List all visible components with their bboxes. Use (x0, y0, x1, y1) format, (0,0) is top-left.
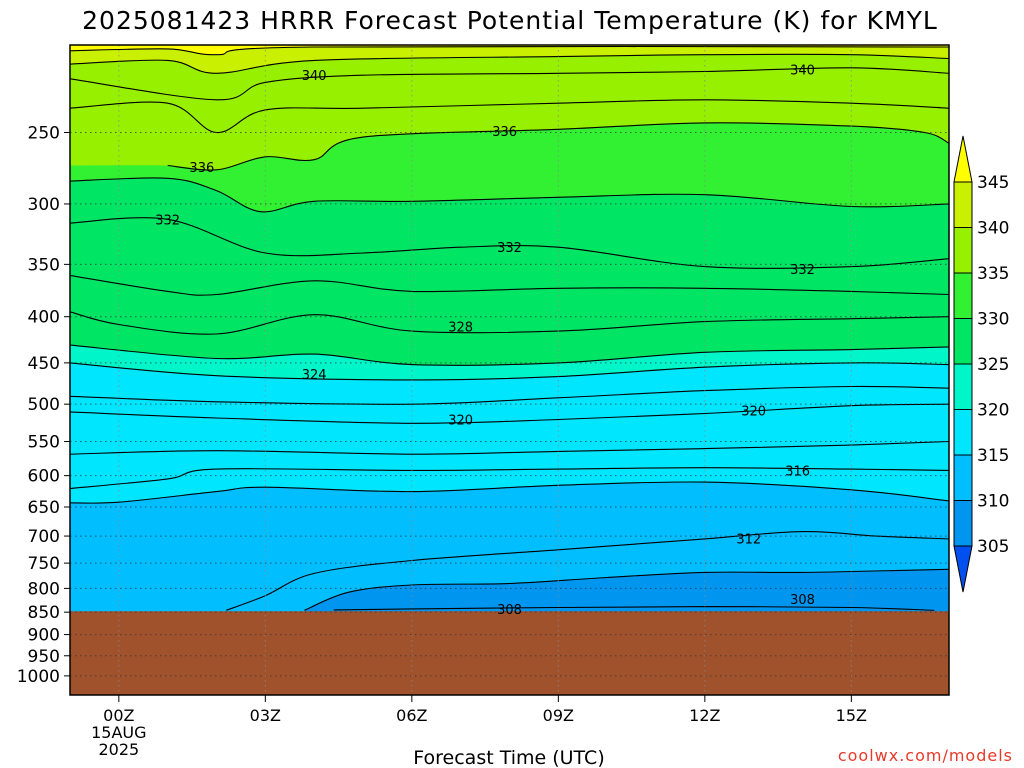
isentrope-330 (70, 274, 949, 296)
chart-title: 2025081423 HRRR Forecast Potential Tempe… (82, 6, 938, 35)
band-345-350 (70, 45, 949, 55)
colorbar-label-335: 335 (977, 264, 1009, 284)
contour-label-312: 312 (736, 532, 761, 547)
x-tick-label-12Z: 12Z (689, 706, 720, 725)
contour-label-332: 332 (155, 213, 180, 228)
colorbar-swatch (953, 363, 973, 410)
colorbar-swatch (953, 318, 973, 365)
band-335-340 (70, 45, 949, 171)
y-tick-label-650: 650 (28, 498, 60, 518)
y-tick-label-500: 500 (28, 395, 60, 415)
isentrope-326 (70, 344, 949, 366)
colorbar-swatch (953, 409, 973, 456)
y-tick-label-850: 850 (28, 603, 60, 623)
isentrope-316 (70, 467, 949, 490)
contour-label-308: 308 (497, 603, 522, 618)
plot-area: 340 340 336 336 332 332 332 328 324 320 320 316 312 3… (69, 44, 950, 696)
y-tick-label-900: 900 (28, 626, 60, 646)
x-tick-year: 2025 (98, 740, 139, 759)
contour-label-336: 336 (492, 125, 517, 140)
isentrope-308 (333, 606, 935, 611)
y-tick-label-1000: 1000 (17, 667, 60, 687)
isentrope-310 (304, 568, 949, 611)
colorbar-swatch (953, 500, 973, 547)
contour-label-328: 328 (448, 320, 473, 335)
colorbar-label-315: 315 (977, 446, 1009, 466)
credit-text: coolwx.com/models (838, 746, 1013, 765)
colorbar-label-325: 325 (977, 355, 1009, 375)
contour-label-316: 316 (785, 464, 810, 479)
y-tick-label-550: 550 (28, 433, 60, 453)
isentrope-324 (70, 362, 949, 381)
isentrope-318 (70, 440, 949, 455)
x-tick-label-09Z: 09Z (543, 706, 574, 725)
colorbar-swatch (953, 227, 973, 274)
colorbar-bottom-arrow (953, 545, 973, 593)
colorbar-swatch (953, 454, 973, 501)
x-tick-label-06Z: 06Z (396, 706, 427, 725)
colorbar-label-330: 330 (977, 310, 1009, 330)
colorbar-label-320: 320 (977, 401, 1009, 421)
y-tick-label-700: 700 (28, 527, 60, 547)
colorbar-swatch (953, 272, 973, 319)
gridlines (70, 45, 949, 695)
isentropes (70, 45, 949, 611)
isentrope-344 (70, 45, 949, 56)
plot-frame (69, 44, 950, 696)
y-axis: 250 300 350 400 450 500 550 600 650 700 750 800 850 9… (17, 123, 70, 687)
y-tick-label-450: 450 (28, 354, 60, 374)
isentrope-312 (226, 531, 949, 611)
contour-label-340: 340 (302, 69, 327, 84)
colorbar: 345 340 335 330 325 320 315 310 305 (953, 135, 1009, 593)
colorbar-swatch (953, 181, 973, 228)
x-tick-label-15Z: 15Z (836, 706, 867, 725)
y-tick-label-600: 600 (28, 467, 60, 487)
filled-contours (70, 45, 949, 695)
isentrope-314 (70, 481, 949, 504)
contour-label-308: 308 (790, 593, 815, 608)
isentrope-334 (70, 177, 949, 213)
y-tick-label-950: 950 (28, 647, 60, 667)
y-tick-label-250: 250 (28, 123, 60, 143)
colorbar-label-310: 310 (977, 492, 1009, 512)
contour-label-332: 332 (497, 241, 522, 256)
band-340-345 (70, 45, 949, 74)
isentrope-342 (70, 53, 949, 74)
x-axis-label: Forecast Time (UTC) (413, 747, 604, 768)
isentrope-322 (70, 385, 949, 405)
x-tick-label-03Z: 03Z (250, 706, 281, 725)
y-tick-label-750: 750 (28, 554, 60, 574)
contour-label-332: 332 (790, 263, 815, 278)
isentrope-338 (70, 99, 949, 134)
colorbar-label-340: 340 (977, 219, 1009, 239)
contour-label-320: 320 (741, 404, 766, 419)
y-tick-label-350: 350 (28, 255, 60, 275)
isentrope-328 (70, 311, 949, 335)
isentrope-332 (70, 217, 949, 269)
isentrope-340 (70, 67, 949, 101)
y-tick-label-300: 300 (28, 195, 60, 215)
contour-label-336: 336 (189, 161, 214, 176)
x-tick-date: 15AUG (91, 723, 146, 742)
band-305-310 (304, 569, 949, 614)
below-ground-area (70, 611, 949, 695)
colorbar-label-345: 345 (977, 173, 1009, 193)
colorbar-label-305: 305 (977, 537, 1009, 557)
y-tick-label-800: 800 (28, 579, 60, 599)
isentrope-336 (167, 122, 949, 171)
x-tick-label-00Z: 00Z (103, 706, 134, 725)
contour-label-340: 340 (790, 64, 815, 79)
colorbar-top-arrow (953, 135, 973, 183)
contour-label-324: 324 (302, 368, 327, 383)
isentrope-320 (70, 403, 949, 424)
contour-labels: 340 340 336 336 332 332 332 328 324 320 320 316 312 3… (155, 64, 815, 618)
y-tick-label-400: 400 (28, 308, 60, 328)
contour-label-320: 320 (448, 414, 473, 429)
